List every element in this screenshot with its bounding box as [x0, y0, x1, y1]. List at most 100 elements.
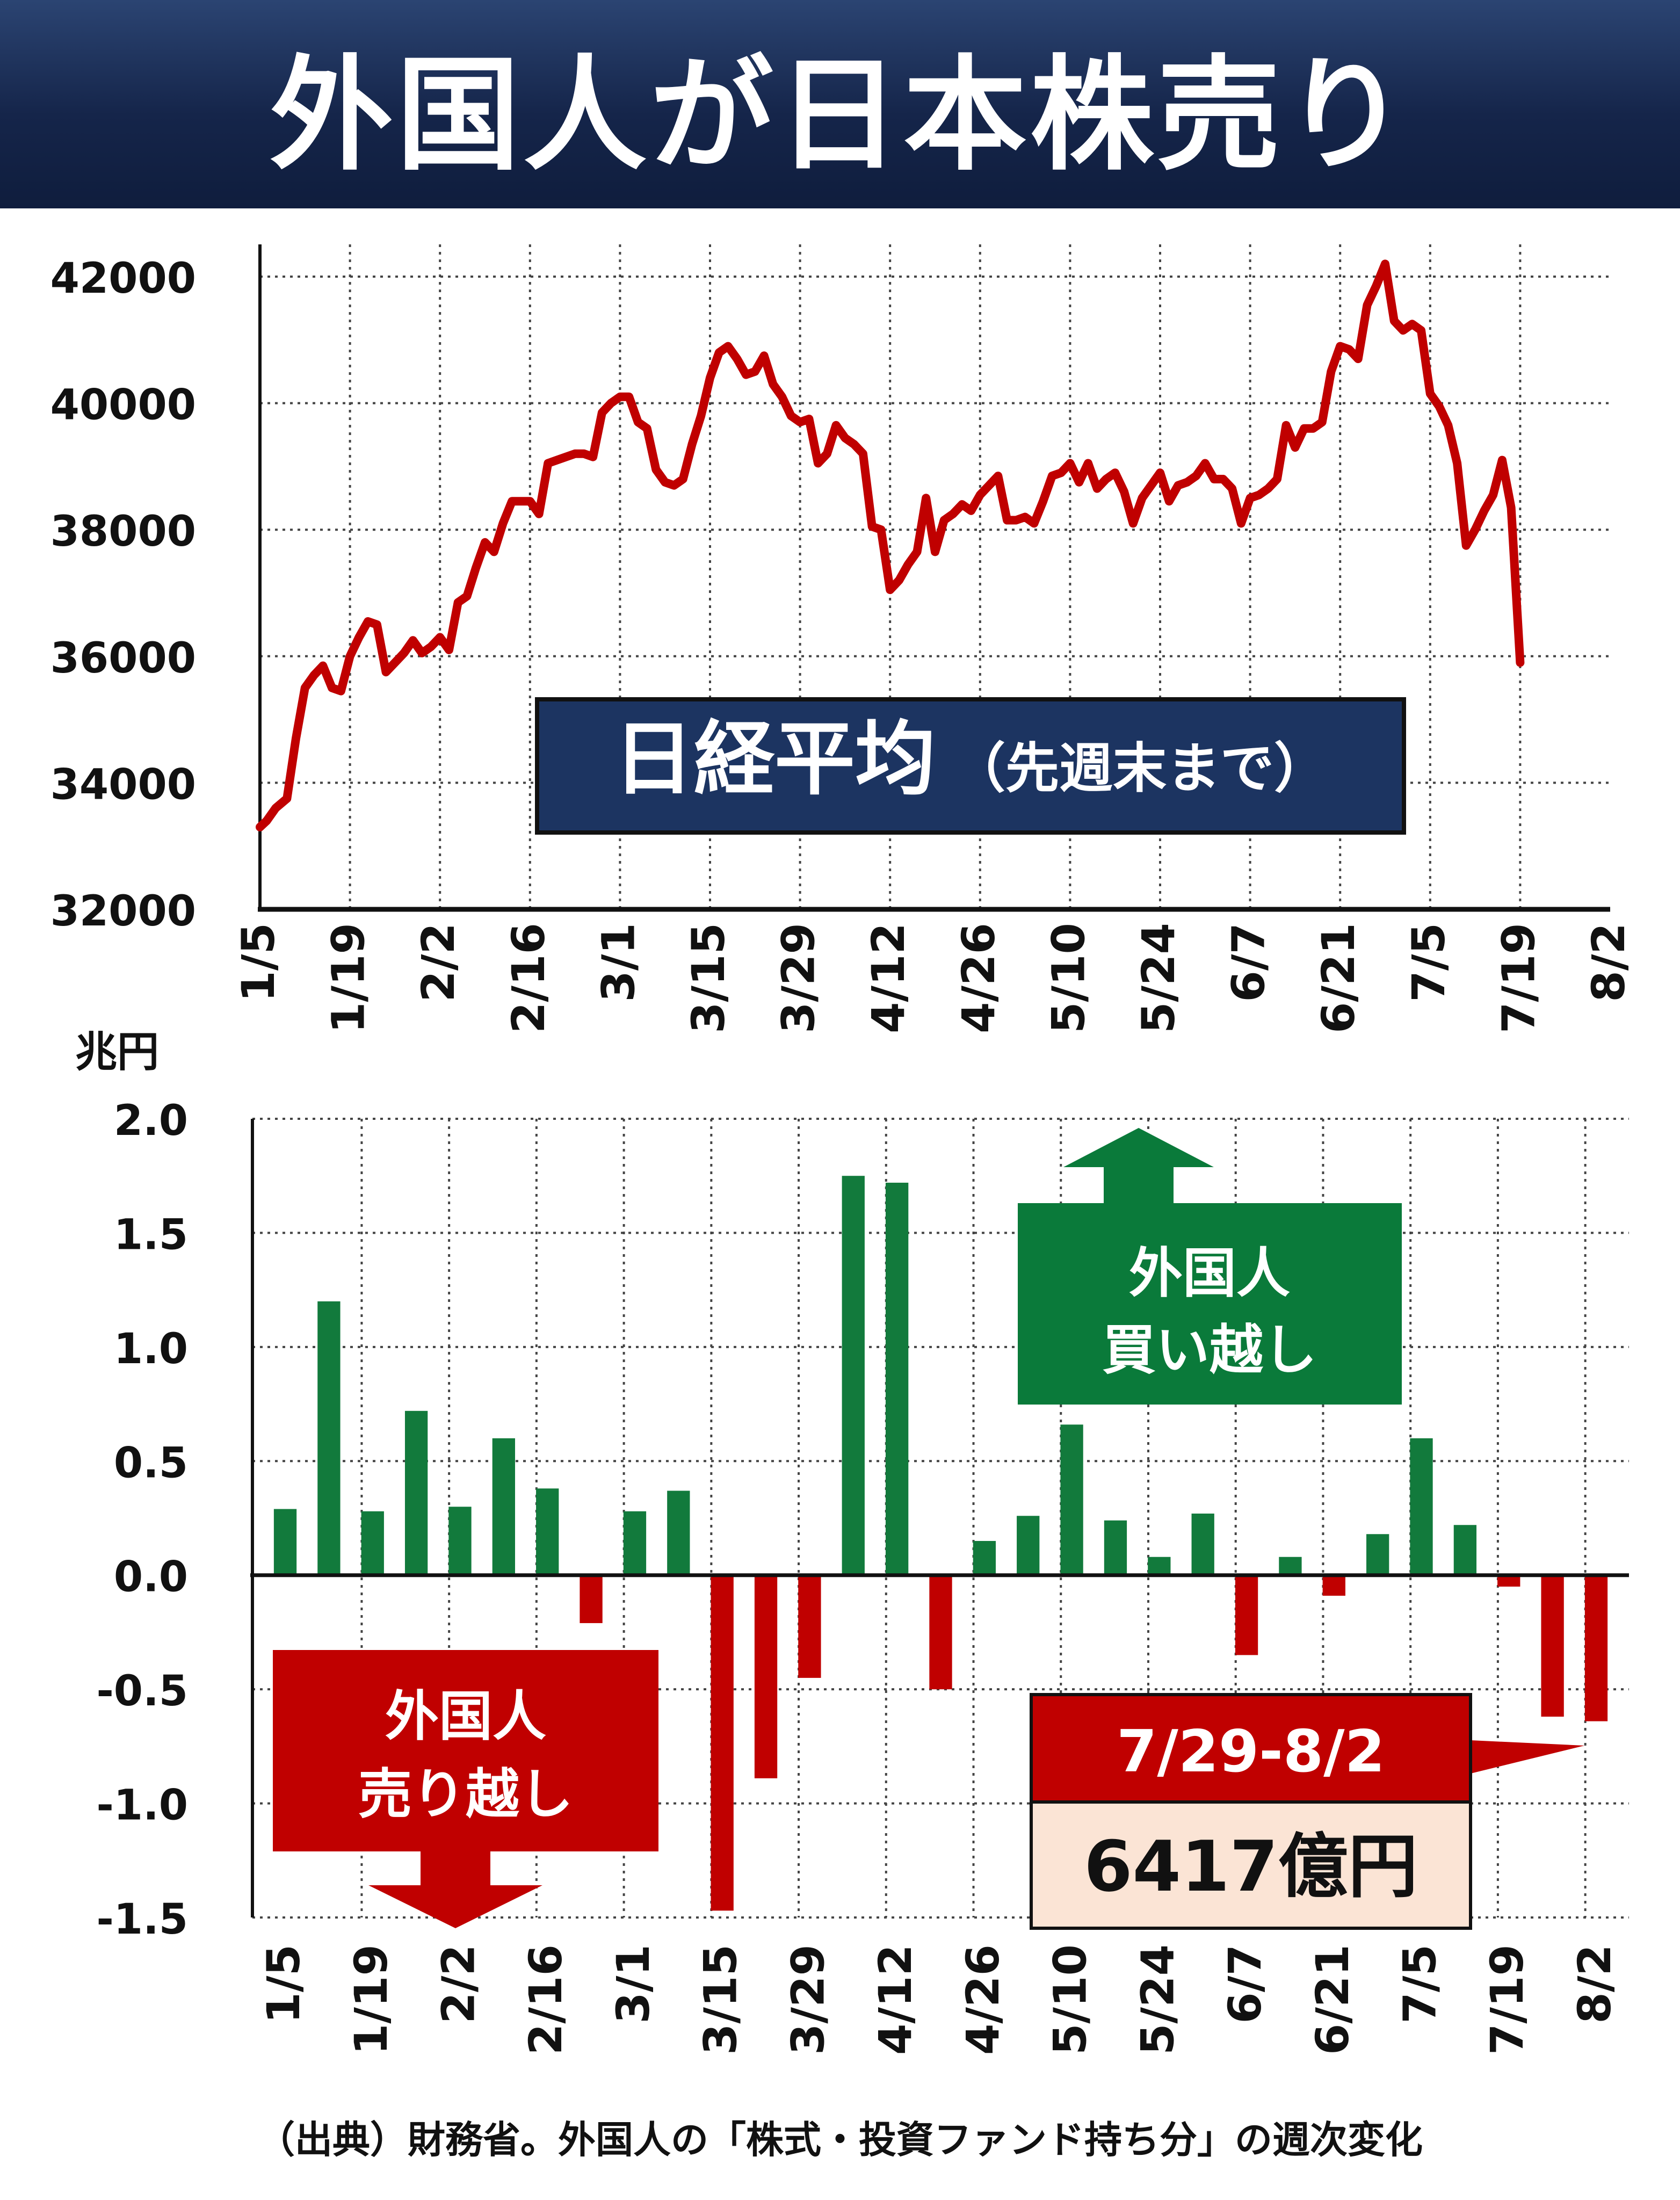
bar-3/1	[623, 1511, 647, 1575]
bar-6/21	[1322, 1575, 1345, 1596]
x-tick-label: 1/19	[345, 1944, 397, 2055]
x-tick-label: 8/2	[1582, 923, 1635, 1002]
nikkei-label-bg	[535, 697, 1406, 835]
nikkei-label-main: 日経平均	[613, 713, 936, 806]
x-tick-label: 3/15	[682, 923, 735, 1033]
x-tick-label: 6/7	[1219, 1944, 1271, 2024]
bar-6/28	[1366, 1534, 1389, 1575]
x-tick-label: 5/10	[1042, 923, 1095, 1033]
bar-7/5	[1410, 1438, 1433, 1575]
x-tick-label: 1/5	[257, 1944, 310, 2024]
x-tick-label: 7/19	[1481, 1944, 1533, 2055]
callout-pointer	[1471, 1740, 1584, 1774]
x-tick-label: 4/26	[952, 923, 1005, 1033]
x-tick-label: 3/29	[772, 923, 825, 1033]
bar-1/5	[273, 1509, 297, 1575]
sell-label-line2: 売り越し	[358, 1763, 573, 1826]
bar-3/8	[667, 1490, 690, 1575]
bar-4/12	[885, 1182, 909, 1575]
buy-label-line1: 外国人	[1129, 1242, 1290, 1305]
x-tick-label: 6/21	[1312, 923, 1365, 1033]
y-tick-label: -1.5	[96, 1895, 188, 1944]
x-tick-label: 3/15	[694, 1944, 747, 2055]
nikkei-line-chart: 32000 34000 36000 38000 40000 42000 1/5 1/19 2/2…	[50, 244, 1635, 1033]
y-tick-label: 1.0	[114, 1325, 188, 1373]
buy-label-bg	[1018, 1203, 1402, 1405]
x-tick-label: 7/5	[1402, 923, 1455, 1002]
amount-label: 6417億円	[1084, 1826, 1418, 1907]
x-tick-label: 2/16	[519, 1944, 572, 2055]
bar-5/10	[1060, 1424, 1083, 1575]
page-title: 外国人が日本株売り	[269, 44, 1410, 187]
y-tick-label: 42000	[50, 255, 196, 303]
x-tick-label: 3/29	[781, 1944, 834, 2055]
y-tick-label: -1.0	[96, 1782, 188, 1830]
y-tick-label: 1.5	[114, 1211, 188, 1259]
period-box	[1030, 1693, 1472, 1804]
sell-label-line1: 外国人	[385, 1685, 546, 1748]
y-tick-label: 36000	[50, 634, 196, 683]
x-tick-label: 2/2	[432, 1944, 484, 2024]
bar-1/26	[404, 1410, 428, 1575]
bar-5/24	[1148, 1557, 1171, 1575]
nikkei-series-line	[256, 259, 1525, 831]
bar-6/7	[1235, 1575, 1258, 1655]
x-tick-label: 6/21	[1306, 1944, 1359, 2055]
y-tick-label: 2.0	[114, 1097, 188, 1145]
latest-week-callout: 7/29-8/2 6417億円	[1030, 1693, 1584, 1930]
bar-5/31	[1191, 1514, 1214, 1575]
x-tick-label: 2/16	[502, 923, 555, 1033]
amount-box	[1030, 1800, 1472, 1930]
x-tick-label: 4/12	[869, 1944, 922, 2055]
y-unit-label: 兆円	[75, 1028, 159, 1076]
y-tick-label: 0.5	[114, 1439, 188, 1487]
x-tick-label: 2/2	[412, 923, 465, 1002]
title-bar	[0, 0, 1680, 208]
x-tick-label: 3/1	[592, 923, 645, 1002]
x-tick-label: 6/7	[1222, 923, 1275, 1002]
bar-5/3	[1017, 1516, 1040, 1575]
bar-6/14	[1279, 1557, 1302, 1575]
bar-1/19	[361, 1511, 384, 1575]
bar-3/15	[711, 1575, 734, 1911]
x-tick-label: 5/10	[1044, 1944, 1097, 2055]
bar-7/12	[1453, 1525, 1477, 1575]
bar-4/5	[842, 1176, 865, 1575]
bar-4/26	[973, 1540, 996, 1575]
nikkei-label-sub: （先週末まで）	[952, 737, 1328, 800]
source-note: （出典）財務省。外国人の「株式・投資ファンド持ち分」の週次変化	[257, 2118, 1423, 2162]
x-tick-label: 8/2	[1568, 1944, 1621, 2024]
buy-label-line2: 買い越し	[1102, 1319, 1317, 1381]
x-tick-label: 4/26	[957, 1944, 1009, 2055]
y-tick-label: 40000	[50, 381, 196, 430]
bar-5/17	[1104, 1520, 1127, 1575]
x-tick-label: 1/19	[322, 923, 375, 1033]
foreign-net-bar-chart: 兆円 2.0 1.5 1.0 0.5 0.0 -0.5 -1.0 -1.5 1/5 1/19 2/2 2…	[75, 1028, 1629, 2055]
y-tick-label: 34000	[50, 761, 196, 809]
sell-label-bg	[273, 1650, 658, 1851]
nikkei-label-text: 日経平均 （先週末まで）	[613, 713, 1328, 806]
y-tick-label: 38000	[50, 508, 196, 556]
y-tick-label: 0.0	[114, 1553, 188, 1602]
bar-8/2	[1584, 1575, 1608, 1721]
bar-2/9	[492, 1438, 516, 1575]
x-tick-label: 4/12	[862, 923, 915, 1033]
bar-4/19	[929, 1575, 952, 1690]
bar-3/29	[798, 1575, 821, 1678]
down-arrow-icon	[368, 1851, 542, 1928]
x-tick-label: 7/5	[1394, 1944, 1446, 2024]
bar-2/2	[448, 1507, 472, 1575]
bar-3/22	[754, 1575, 778, 1778]
bar-1/12	[317, 1301, 341, 1575]
bar-7/26	[1541, 1575, 1564, 1717]
charts-canvas: 32000 34000 36000 38000 40000 42000 1/5 1/19 2/2…	[50, 244, 1635, 2055]
bar-2/16	[536, 1488, 559, 1575]
bar-7/19	[1497, 1575, 1520, 1587]
x-tick-label: 7/19	[1492, 923, 1545, 1033]
x-tick-label: 3/1	[607, 1944, 660, 2024]
nikkei-label-box: 日経平均 （先週末まで）	[535, 697, 1406, 835]
x-tick-label: 5/24	[1131, 1944, 1184, 2055]
y-tick-label: 32000	[50, 887, 196, 936]
